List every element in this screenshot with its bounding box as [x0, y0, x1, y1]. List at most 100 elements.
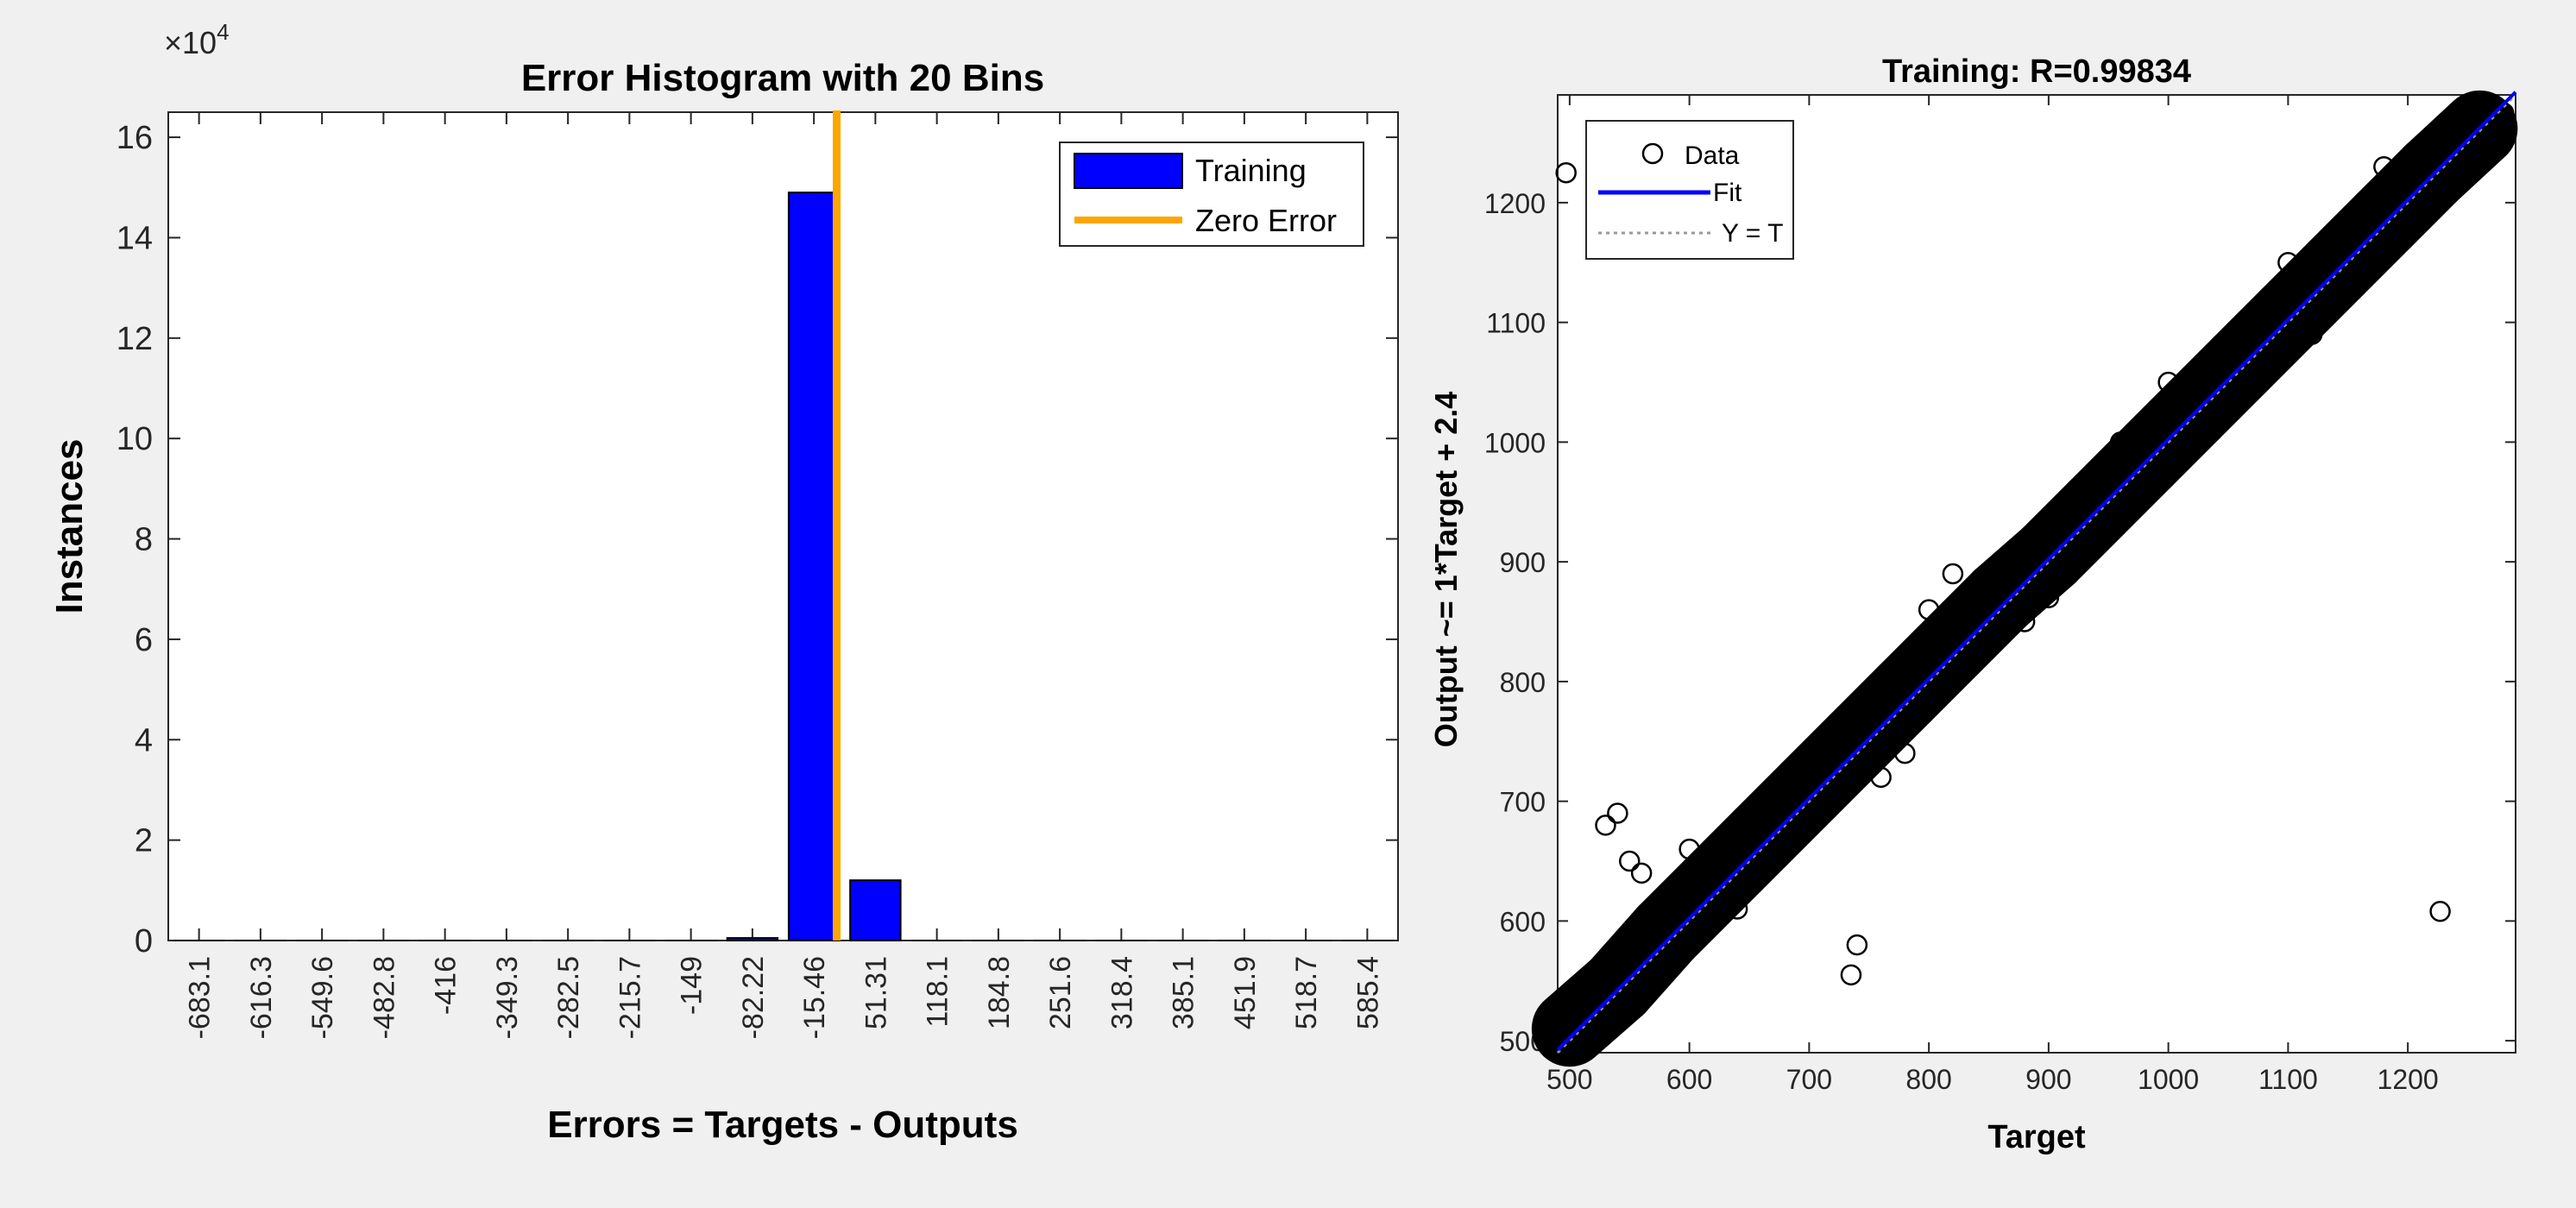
regression-point — [2277, 252, 2299, 274]
histogram-x-tick-label: -482.8 — [368, 956, 400, 1039]
regression-point — [2121, 449, 2144, 471]
regression-point — [2098, 503, 2119, 525]
regression-point — [1786, 784, 1808, 806]
regression-point — [1678, 892, 1700, 914]
regression-point — [2025, 544, 2048, 567]
histogram-x-tick-label: -215.7 — [614, 956, 646, 1039]
histogram-x-tick-label: 251.6 — [1044, 956, 1077, 1029]
regression-point — [1555, 161, 1577, 184]
histogram-y-exponent-base: ×10 — [164, 25, 217, 60]
fit-line — [1556, 91, 2517, 1052]
histogram-bar — [726, 937, 779, 942]
regression-point — [1691, 916, 1712, 938]
histogram-bar — [849, 879, 902, 942]
regression-x-tick-label: 600 — [1666, 1064, 1712, 1095]
histogram-y-tick-label: 12 — [117, 321, 153, 357]
regression-point — [1858, 748, 1880, 771]
histogram-plot-area — [167, 111, 1399, 941]
histogram-x-tick-label: -416 — [430, 956, 463, 1015]
regression-point — [1577, 982, 1598, 1004]
histogram-y-tick-label: 16 — [117, 120, 153, 156]
regression-point — [2373, 156, 2395, 178]
regression-legend-box — [1585, 120, 1794, 260]
regression-point — [2396, 216, 2419, 237]
histogram-y-tick-label: 14 — [117, 220, 153, 256]
regression-y-tick-label: 600 — [1500, 906, 1546, 937]
legend-zero-error-label: Zero Error — [1195, 203, 1337, 238]
regression-point — [1619, 850, 1641, 872]
regression-point — [1870, 766, 1892, 789]
regression-x-tick-label: 1000 — [2138, 1064, 2199, 1095]
regression-point — [2145, 455, 2167, 477]
regression-x-tick-label: 800 — [1905, 1064, 1951, 1095]
regression-point — [2409, 173, 2431, 196]
histogram-y-axis-label: Instances — [48, 439, 91, 614]
regression-point — [1595, 815, 1616, 836]
histogram-y-ticks: 0 2 4 6 8 10 12 14 16 — [117, 120, 1398, 959]
regression-point — [1744, 827, 1767, 848]
regression-y-tick-label: 900 — [1500, 547, 1546, 578]
regression-title: Training: R=0.99834 — [1882, 53, 2191, 90]
legend-training-label: Training — [1195, 153, 1307, 188]
regression-point — [1834, 736, 1856, 758]
histogram-x-axis-label: Errors = Targets - Outputs — [547, 1104, 1018, 1146]
regression-point — [1726, 898, 1748, 920]
regression-point — [1630, 862, 1653, 884]
regression-legend: Data Fit Y = T — [1585, 120, 1794, 260]
regression-point — [1703, 850, 1724, 872]
histogram-x-tick-label: 518.7 — [1290, 956, 1323, 1029]
regression-point — [2301, 324, 2323, 345]
histogram-x-tick-label: 51.31 — [860, 956, 892, 1029]
regression-y-tick-label: 800 — [1500, 667, 1546, 698]
legend-data-label: Data — [1685, 142, 1740, 170]
regression-point — [2002, 605, 2024, 626]
histogram-y-exponent-sup: 4 — [217, 19, 229, 45]
identity-line — [1556, 93, 2517, 1054]
regression-x-ticks: 500 600 700 800 900 1000 1100 1200 — [1546, 95, 2439, 1095]
regression-point — [1774, 766, 1796, 789]
histogram-y-tick-label: 6 — [135, 622, 153, 658]
histogram-x-tick-label: 451.9 — [1229, 956, 1262, 1029]
regression-point — [1726, 886, 1748, 908]
histogram-x-tick-label: 585.4 — [1351, 956, 1384, 1029]
regression-point — [1798, 815, 1820, 836]
regression-y-tick-label: 1200 — [1484, 188, 1546, 219]
histogram-x-tick-label: -549.6 — [306, 956, 339, 1039]
regression-y-axis-label: Output ~= 1*Target + 2.4 — [1428, 392, 1464, 747]
histogram-bars — [173, 192, 1394, 942]
histogram-x-tick-label: 385.1 — [1168, 956, 1200, 1029]
regression-point — [1709, 862, 1730, 884]
legend-fit-label: Fit — [1713, 179, 1742, 207]
regression-point — [1840, 964, 1862, 986]
regression-point — [1811, 802, 1832, 824]
regression-point — [2157, 371, 2179, 393]
regression-point — [1954, 658, 1975, 681]
histogram-x-tick-label: -149 — [676, 956, 709, 1015]
histogram-title: Error Histogram with 20 Bins — [521, 57, 1044, 99]
histogram-x-tick-label: -82.22 — [737, 956, 770, 1039]
regression-x-tick-label: 1200 — [2378, 1064, 2439, 1095]
regression-point — [1906, 707, 1928, 728]
regression-y-tick-label: 1000 — [1484, 427, 1546, 458]
histogram-x-tick-label: -282.5 — [552, 956, 585, 1039]
regression-point — [1630, 970, 1653, 991]
histogram-y-tick-label: 8 — [135, 522, 153, 558]
regression-point — [1942, 563, 1964, 585]
regression-point — [2457, 126, 2478, 148]
regression-point — [1762, 850, 1784, 872]
regression-point — [2109, 431, 2132, 453]
regression-point — [2429, 901, 2451, 922]
histogram-bar — [787, 192, 841, 942]
histogram-x-tick-label: -616.3 — [245, 956, 278, 1039]
regression-point — [2337, 254, 2359, 276]
histogram-x-tick-label: 318.4 — [1105, 956, 1138, 1029]
regression-x-tick-label: 700 — [1786, 1064, 1832, 1095]
regression-y-tick-label: 700 — [1500, 787, 1546, 818]
regression-point — [2037, 587, 2060, 608]
histogram-x-ticks: -683.1 -616.3 -549.6 -482.8 -416 -349.3 -282.5… — [184, 112, 1384, 1039]
regression-point — [1846, 934, 1868, 956]
histogram-y-tick-label: 4 — [135, 722, 153, 758]
regression-chart: Training: R=0.99834 500 600 700 800 900 1000 1… — [1428, 53, 2518, 1155]
histogram-y-exponent-label: ×104 — [164, 19, 230, 60]
